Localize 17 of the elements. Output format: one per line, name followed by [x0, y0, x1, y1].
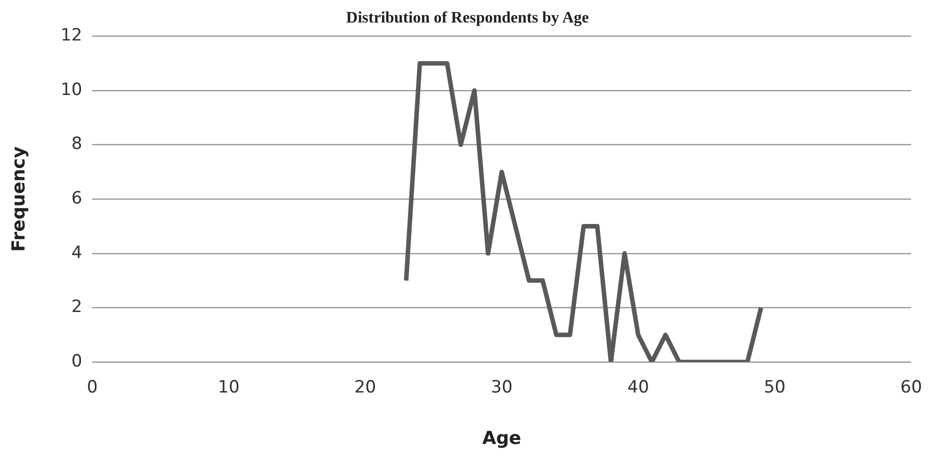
y-tick-label: 12 — [60, 26, 82, 46]
y-tick-label: 10 — [60, 80, 82, 100]
x-tick-label: 60 — [900, 378, 922, 398]
y-tick-label: 6 — [71, 188, 82, 209]
chart-title: Distribution of Respondents by Age — [346, 10, 589, 27]
y-tick-label: 4 — [71, 242, 82, 263]
y-tick-label: 0 — [71, 351, 82, 372]
x-tick-label: 0 — [86, 378, 98, 398]
x-tick-label: 20 — [354, 378, 376, 398]
y-tick-label: 2 — [71, 297, 82, 318]
y-axis-title: Frequency — [8, 146, 30, 252]
y-tick-label: 8 — [71, 134, 82, 154]
x-tick-label: 10 — [218, 378, 240, 398]
x-axis-title: Age — [482, 428, 522, 449]
x-tick-label: 30 — [490, 378, 513, 398]
x-tick-label: 40 — [627, 378, 650, 398]
x-tick-label: 50 — [764, 378, 786, 398]
